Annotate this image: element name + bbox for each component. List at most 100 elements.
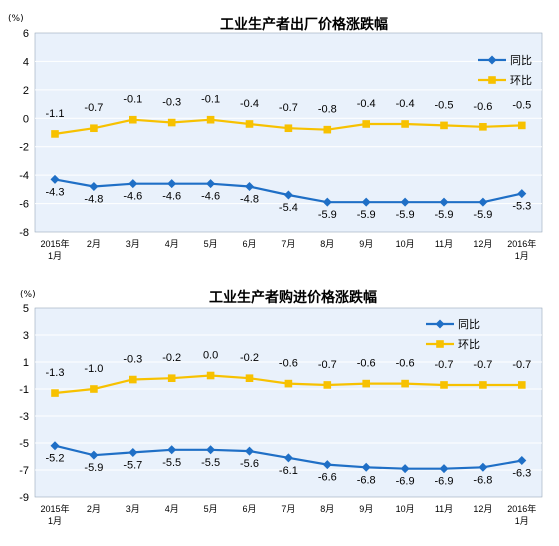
chart1-x-tick-label: 4月 [165, 239, 179, 249]
chart2-mom-point [518, 381, 526, 389]
chart2-x-tick-line: 11月 [435, 504, 453, 514]
chart2-mom-data-label: -1.3 [46, 367, 65, 379]
chart2-yoy-data-label: -6.9 [396, 476, 415, 488]
chart2-x-tick-line: 7月 [281, 504, 295, 514]
chart1-legend-label: 同比 [510, 54, 532, 67]
chart2-x-tick-line: 2015年 [40, 503, 69, 514]
chart1-mom-data-label: -0.6 [473, 101, 492, 113]
chart2-yoy-data-label: -5.9 [84, 462, 103, 474]
chart1-y-tick-label: 6 [23, 28, 29, 40]
chart2-x-tick-line: 9月 [359, 504, 373, 514]
chart2-x-tick-line: 6月 [242, 504, 256, 514]
chart1-x-tick-label: 6月 [242, 239, 256, 249]
chart1-yoy-data-label: -5.9 [396, 209, 415, 221]
chart1-y-tick-label: 0 [23, 113, 29, 125]
chart1-x-tick-label: 10月 [396, 239, 415, 249]
chart1-x-tick-label: 2015年 1月 [40, 238, 69, 261]
chart2-mom-point [206, 371, 215, 380]
chart2-mom-point [479, 381, 487, 389]
chart1-yoy-data-label: -5.3 [512, 201, 531, 213]
chart1-yoy-data-label: -4.6 [123, 191, 142, 203]
chart2-yoy-data-label: -5.6 [240, 458, 259, 470]
chart1-y-tick-label: 4 [23, 56, 29, 68]
chart2-x-tick-label: 2月 [87, 504, 101, 514]
chart2-yoy-point [439, 464, 449, 474]
chart2-x-tick-label: 6月 [242, 504, 256, 514]
chart2-yoy-data-label: -6.8 [473, 474, 492, 486]
chart1-legend-marker [487, 55, 497, 65]
chart2-yoy-data-label: -6.6 [318, 472, 337, 484]
chart1-yoy-point [400, 197, 410, 207]
chart1-mom-data-label: -0.8 [318, 104, 337, 116]
chart1-x-tick-line: 9月 [359, 239, 373, 249]
chart2-yoy-point [206, 445, 216, 455]
chart1-mom-point [206, 115, 215, 124]
chart1-mom-point [90, 124, 98, 133]
chart2-yoy-point [478, 462, 488, 472]
chart1-x-tick-line: 12月 [473, 239, 492, 249]
chart2-svg: 5 3 1 -1 -3 -5 -7 -9 2015年 1月 2月 3月 4月 5月 6月 7月 8月 9月 10月 1… [19, 303, 543, 526]
chart1-mom-data-label: -0.1 [201, 94, 220, 106]
chart1-mom-point [323, 125, 332, 134]
chart1-mom-data-label: -0.5 [435, 99, 454, 111]
chart1-yoy-point [517, 189, 527, 199]
chart1-mom-data-label: -0.4 [240, 98, 259, 110]
chart2-y-tick-label: -7 [19, 465, 29, 477]
chart2-x-tick-label: 5月 [204, 504, 218, 514]
chart1-yoy-data-label: -5.9 [473, 209, 492, 221]
chart1-yoy-point [478, 197, 488, 207]
chart2-yoy-data-label: -5.5 [201, 457, 220, 469]
chart1-x-tick-line: 2015年 [40, 238, 69, 249]
chart1-unit-label: (%) [8, 14, 24, 24]
chart1-mom-point [167, 118, 176, 127]
chart2-x-tick-line: 1月 [515, 516, 529, 526]
chart2-yoy-data-label: -6.3 [512, 468, 531, 480]
chart2-title: 工业生产者购进价格涨跌幅 [209, 290, 377, 306]
chart1-legend-marker [488, 76, 496, 84]
chart2-yoy-data-label: -6.1 [279, 465, 298, 477]
chart2-yoy-point [128, 447, 138, 457]
chart2-mom-point [323, 381, 332, 389]
chart1-y-tick-label: -2 [19, 142, 29, 154]
chart1-yoy-data-label: -4.6 [201, 191, 220, 203]
chart2-yoy-point [361, 462, 371, 472]
chart1-yoy-point [322, 197, 332, 207]
chart2-x-tick-label: 10月 [396, 504, 415, 514]
chart2-x-tick-label: 3月 [126, 504, 140, 514]
chart1-yoy-point [50, 174, 60, 184]
chart2-yoy-data-label: -5.5 [162, 457, 181, 469]
chart1-x-tick-label: 3月 [126, 239, 140, 249]
chart1-mom-point [440, 121, 448, 130]
chart2-x-tick-label: 2015年 1月 [40, 503, 69, 526]
chart2-x-tick-label: 8月 [320, 504, 334, 514]
chart2-yoy-point [50, 441, 60, 451]
chart2-y-tick-label: -5 [19, 438, 29, 450]
chart2-x-tick-line: 4月 [165, 504, 179, 514]
chart1-yoy-data-label: -4.8 [240, 194, 259, 206]
chart2-mom-data-label: -0.6 [357, 358, 376, 370]
chart2-mom-point [167, 374, 176, 382]
chart1-mom-data-label: -0.4 [357, 98, 376, 110]
chart1-mom-data-label: -1.1 [46, 108, 65, 120]
chart1-x-tick-line: 2月 [87, 239, 101, 249]
chart2-yoy-point [517, 456, 527, 466]
chart1-title: 工业生产者出厂价格涨跌幅 [220, 17, 388, 33]
chart2-yoy-data-label: -6.9 [435, 476, 454, 488]
chart1-yoy-point [167, 179, 177, 189]
chart2-mom-data-label: -0.3 [123, 354, 142, 366]
chart1-x-tick-line: 3月 [126, 239, 140, 249]
chart1-y-tick-label: 2 [23, 85, 29, 97]
chart1-x-tick-label: 5月 [204, 239, 218, 249]
chart2-legend-label: 同比 [458, 318, 480, 331]
chart1-yoy-data-label: -4.6 [162, 191, 181, 203]
chart2-x-tick-label: 7月 [281, 504, 295, 514]
chart2-y-tick-label: -3 [19, 411, 29, 423]
chart1-mom-point [362, 120, 370, 128]
chart2-x-tick-line: 2016年 [507, 503, 536, 514]
chart1-yoy-point [361, 197, 371, 207]
chart1-mom-data-label: -0.3 [162, 97, 181, 109]
chart1-x-tick-line: 1月 [48, 251, 62, 261]
chart2-y-tick-label: 1 [23, 357, 29, 369]
chart2-mom-point [401, 379, 409, 388]
chart2-mom-point [362, 379, 370, 388]
